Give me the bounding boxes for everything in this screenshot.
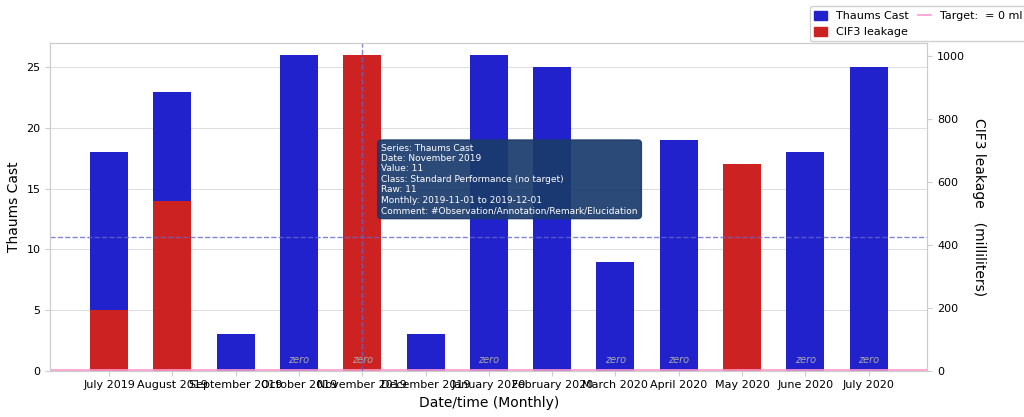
Text: zero: zero [795, 355, 816, 365]
Bar [217, 334, 255, 371]
Bar [723, 164, 761, 371]
Bar [534, 68, 571, 371]
Bar [850, 68, 888, 371]
Y-axis label: CIF3 leakage (milliliters): CIF3 leakage (milliliters) [972, 118, 986, 296]
Text: zero: zero [289, 355, 309, 365]
Text: zero: zero [668, 355, 689, 365]
Y-axis label: Thaums Cast: Thaums Cast [7, 162, 20, 252]
Text: zero: zero [858, 355, 879, 365]
Text: zero: zero [605, 355, 626, 365]
Bar [154, 92, 191, 371]
Bar [723, 164, 761, 371]
Bar [596, 261, 635, 371]
Bar [90, 152, 128, 371]
X-axis label: Date/time (Monthly): Date/time (Monthly) [419, 396, 559, 410]
Bar [786, 152, 824, 371]
Bar [154, 201, 191, 371]
Text: zero: zero [478, 355, 500, 365]
Bar [90, 310, 128, 371]
Text: zero: zero [352, 355, 373, 365]
Bar [470, 55, 508, 371]
Bar [280, 55, 318, 371]
Text: Series: Thaums Cast
Date: November 2019
Value: 11
Class: Standard Performance (n: Series: Thaums Cast Date: November 2019 … [381, 143, 638, 215]
Legend: Thaums Cast, CIF3 leakage, Target:  = 0 ml: Thaums Cast, CIF3 leakage, Target: = 0 m… [810, 6, 1024, 41]
Bar [343, 55, 381, 371]
Bar [659, 140, 697, 371]
Bar [343, 55, 381, 371]
Bar [407, 334, 444, 371]
